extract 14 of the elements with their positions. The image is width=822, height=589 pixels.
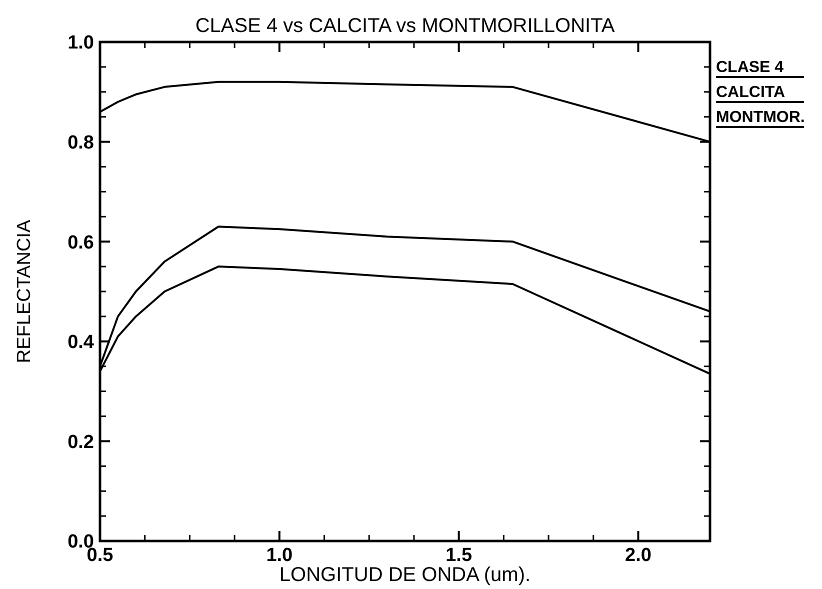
legend-label: CLASE 4	[716, 59, 784, 76]
y-tick-label: 0.6	[68, 232, 94, 254]
legend-label: MONTMOR.	[716, 109, 805, 126]
x-tick-label: 1.5	[446, 545, 472, 566]
y-axis-title: REFLECTANCIA	[14, 220, 35, 364]
y-tick-label: 0.4	[68, 332, 94, 354]
legend-label: CALCITA	[716, 84, 786, 101]
y-tick-label: 1.0	[68, 32, 94, 54]
y-tick-label: 0.8	[68, 132, 94, 154]
x-tick-label: 1.0	[266, 545, 293, 566]
x-tick-label: 2.0	[625, 545, 652, 566]
chart-title: CLASE 4 vs CALCITA vs MONTMORILLONITA	[195, 15, 616, 37]
y-tick-label: 0.2	[68, 432, 94, 453]
x-axis-title: LONGITUD DE ONDA (um).	[279, 564, 531, 586]
